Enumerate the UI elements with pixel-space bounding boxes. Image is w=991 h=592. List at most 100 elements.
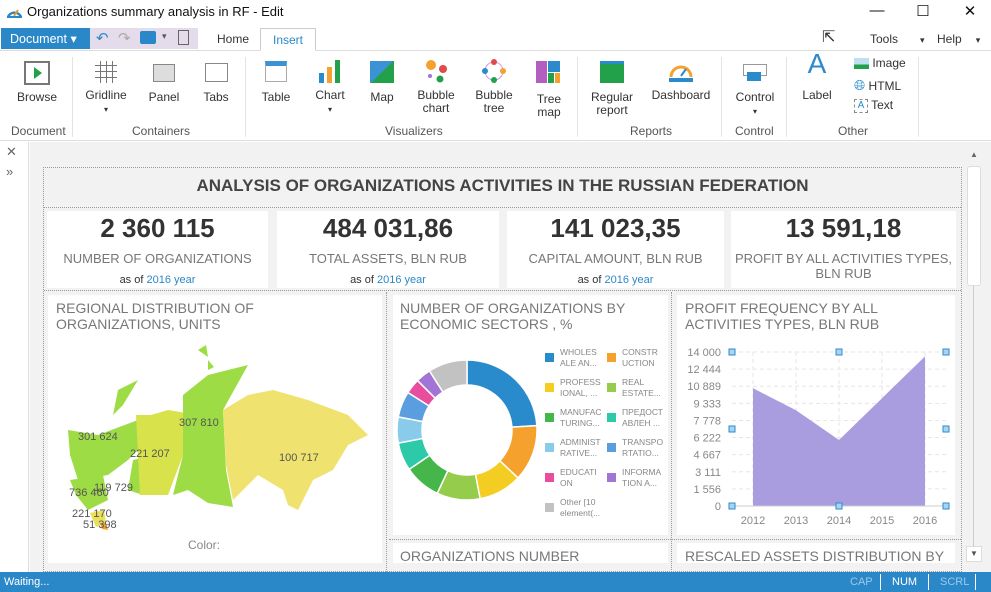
tree-map-label-1: Tree [536, 92, 562, 106]
print-preview-icon[interactable] [178, 30, 189, 45]
scrollbar-thumb[interactable] [967, 166, 981, 286]
image-button[interactable]: Image [854, 56, 906, 70]
text-button[interactable]: A Text [854, 98, 893, 113]
tab-home[interactable]: Home [217, 32, 250, 46]
label-button[interactable]: A Label [800, 48, 834, 102]
year-link[interactable]: 2016 year [146, 274, 196, 286]
tree-map-button[interactable]: Tree map [530, 61, 568, 119]
group-label-control: Control [735, 124, 774, 138]
bubble-tree-label-1: Bubble [475, 88, 513, 102]
map-value-label: 301 624 [78, 431, 118, 443]
selection-handle[interactable] [728, 425, 736, 433]
map-panel: REGIONAL DISTRIBUTION OF ORGANIZATIONS, … [48, 295, 382, 563]
selection-handle[interactable] [835, 348, 843, 356]
document-label: Document [10, 32, 67, 46]
year-link[interactable]: 2016 year [604, 274, 654, 286]
selection-handle[interactable] [835, 502, 843, 510]
bubble-tree-button[interactable]: Bubble tree [472, 59, 516, 115]
dashboard-gauge-icon [669, 65, 693, 82]
undo-icon[interactable]: ↶ [96, 30, 109, 47]
bubble-tree-label-2: tree [483, 101, 505, 115]
selection-handle[interactable] [942, 425, 950, 433]
help-menu[interactable]: Help ▾ [937, 32, 981, 46]
image-icon [854, 58, 869, 70]
tree-map-icon [536, 61, 560, 83]
expand-panel-icon[interactable]: » [6, 164, 14, 179]
redo-icon[interactable]: ↷ [118, 30, 131, 47]
legend-label: TRANSPO RTATIO... [622, 437, 664, 458]
group-label-visualizers: Visualizers [385, 124, 443, 138]
scroll-down-arrow-icon[interactable]: ▼ [966, 546, 982, 562]
gridline-button[interactable]: Gridline ▾ [82, 61, 130, 116]
regular-report-button[interactable]: Regular report [588, 61, 636, 117]
map-value-label: 100 717 [279, 452, 319, 464]
area-series[interactable] [753, 356, 925, 506]
dashboard-button[interactable]: Dashboard [650, 59, 712, 102]
map-region-northwest[interactable] [68, 420, 143, 480]
donut-chart[interactable] [393, 295, 538, 535]
area-chart[interactable]: 14 000 12 444 10 889 9 333 7 778 6 222 4 667 3 … [677, 295, 955, 535]
close-panel-icon[interactable]: ✕ [6, 144, 17, 159]
print-icon[interactable] [140, 31, 156, 44]
close-button[interactable]: ✕ [963, 3, 977, 20]
map-region-arctic-islands[interactable] [198, 345, 214, 370]
label-a-icon: A [807, 48, 827, 79]
tab-insert[interactable]: Insert [260, 28, 317, 51]
map-value-label: 119 729 [94, 482, 133, 494]
map-title: REGIONAL DISTRIBUTION OF ORGANIZATIONS, … [56, 300, 254, 332]
tabs-button[interactable]: Tabs [196, 61, 236, 104]
panel-button[interactable]: Panel [142, 61, 186, 104]
control-button[interactable]: Control ▾ [732, 61, 778, 118]
donut-slice[interactable] [466, 359, 538, 428]
divider [928, 574, 929, 590]
y-tick-label: 10 889 [687, 381, 721, 393]
vertical-scrollbar[interactable]: ▲ ▼ [965, 150, 983, 564]
kpi-value: 484 031,86 [322, 213, 454, 243]
year-link[interactable]: 2016 year [376, 274, 426, 286]
legend-swatch [607, 383, 616, 392]
print-dropdown-icon[interactable]: ▾ [162, 31, 167, 41]
map-button[interactable]: Map [362, 61, 402, 104]
kpi-as-of: as of 2016 year [507, 274, 724, 286]
bubble-chart-button[interactable]: Bubble chart [414, 59, 458, 115]
bubble-chart-label-1: Bubble [417, 88, 455, 102]
legend-swatch [607, 353, 616, 362]
chart-button[interactable]: Chart ▾ [310, 59, 350, 116]
kpi-card: 484 031,86 TOTAL ASSETS, BLN RUB as of 2… [277, 211, 499, 288]
kpi-label: PROFIT BY ALL ACTIVITIES TYPES, BLN RUB [735, 251, 952, 281]
donut-slice[interactable] [428, 359, 468, 394]
minimize-button[interactable]: — [869, 2, 885, 19]
kpi-label: TOTAL ASSETS, BLN RUB [309, 251, 467, 266]
map-region-siberia[interactable] [173, 365, 248, 507]
selection-handle[interactable] [728, 502, 736, 510]
bubble-chart-label-2: chart [422, 101, 450, 115]
divider [786, 57, 787, 137]
map-region-central[interactable] [70, 475, 108, 510]
map-region-south[interactable] [90, 510, 106, 527]
html-button[interactable]: 🌐︎ HTML [854, 77, 901, 94]
y-tick-label: 3 111 [695, 467, 721, 479]
legend-swatch [545, 413, 554, 422]
y-tick-label: 9 333 [693, 398, 721, 410]
y-tick-label: 14 000 [687, 347, 721, 359]
selection-handle[interactable] [728, 348, 736, 356]
map-region-kola[interactable] [113, 380, 138, 415]
browse-button[interactable]: Browse [14, 61, 60, 104]
map-region-far-east[interactable] [223, 390, 368, 510]
divider [44, 207, 961, 208]
map-region-caucasus[interactable] [100, 523, 108, 530]
scroll-up-arrow-icon[interactable]: ▲ [970, 150, 978, 159]
table-button[interactable]: Table [256, 61, 296, 104]
legend-swatch [545, 473, 554, 482]
y-tick-label: 0 [715, 501, 721, 513]
document-menu-button[interactable]: Document ▾ [1, 28, 90, 49]
russia-map[interactable]: 301 624 221 207 307 810 100 717 736 460 … [48, 295, 382, 563]
group-label-containers: Containers [132, 124, 191, 138]
regular-report-label-1: Regular [590, 90, 634, 104]
selection-handle[interactable] [942, 348, 950, 356]
tools-menu[interactable]: Tools ▾ [870, 32, 925, 46]
selection-handle[interactable] [942, 502, 950, 510]
menu-tab-row: Document ▾ ↶ ↷ ▾ Home Insert ⇱ Tools ▾ He… [0, 27, 991, 51]
map-region-urals[interactable] [136, 410, 186, 495]
maximize-button[interactable]: ☐ [916, 3, 930, 20]
